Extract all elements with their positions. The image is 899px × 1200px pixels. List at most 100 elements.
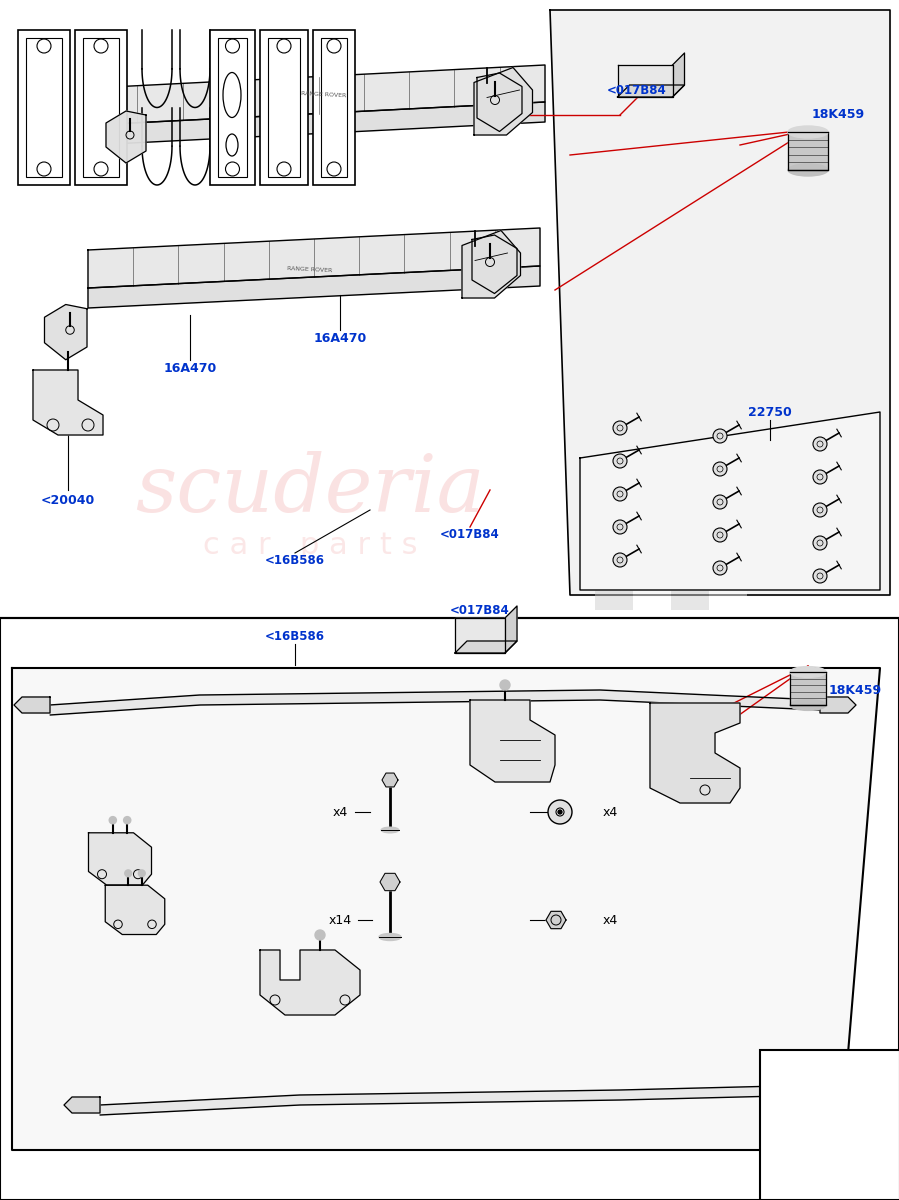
Polygon shape: [477, 73, 522, 132]
Bar: [671, 768, 709, 800]
Text: 18K459: 18K459: [812, 108, 865, 121]
Polygon shape: [472, 235, 517, 294]
Bar: [210, 30, 255, 185]
Circle shape: [713, 494, 727, 509]
Polygon shape: [44, 305, 87, 360]
Circle shape: [813, 569, 827, 583]
Polygon shape: [88, 266, 540, 308]
Circle shape: [613, 553, 627, 566]
Bar: [709, 490, 747, 520]
Bar: [26, 38, 62, 176]
Circle shape: [613, 520, 627, 534]
Circle shape: [613, 487, 627, 502]
Bar: [595, 672, 633, 704]
Bar: [218, 38, 247, 176]
Bar: [321, 38, 347, 176]
Bar: [671, 550, 709, 580]
Circle shape: [713, 528, 727, 542]
Bar: [709, 704, 747, 736]
Ellipse shape: [379, 934, 401, 941]
Polygon shape: [790, 672, 826, 704]
Polygon shape: [88, 833, 152, 886]
Circle shape: [138, 870, 146, 877]
Polygon shape: [260, 950, 360, 1015]
Text: 22750: 22750: [748, 406, 792, 419]
Polygon shape: [92, 65, 545, 125]
Polygon shape: [470, 700, 555, 782]
Bar: [0, 618, 899, 1200]
Bar: [671, 460, 709, 490]
Polygon shape: [33, 370, 103, 434]
Text: <017B84: <017B84: [450, 604, 510, 617]
Text: x4: x4: [333, 805, 348, 818]
Polygon shape: [92, 102, 545, 145]
Polygon shape: [100, 1085, 820, 1115]
Bar: [595, 460, 633, 490]
Circle shape: [813, 503, 827, 517]
Bar: [709, 768, 747, 800]
Circle shape: [556, 808, 564, 816]
Bar: [595, 704, 633, 736]
Polygon shape: [64, 1097, 100, 1114]
Bar: [709, 520, 747, 550]
Ellipse shape: [790, 667, 826, 677]
Bar: [595, 736, 633, 768]
Text: 18K459: 18K459: [829, 684, 882, 696]
Polygon shape: [474, 67, 532, 134]
Polygon shape: [505, 606, 517, 653]
Text: x14: x14: [328, 913, 352, 926]
Polygon shape: [546, 911, 566, 929]
Polygon shape: [106, 110, 146, 163]
Polygon shape: [788, 132, 828, 170]
Bar: [633, 672, 671, 704]
Circle shape: [125, 870, 131, 877]
Bar: [671, 520, 709, 550]
Bar: [671, 490, 709, 520]
Circle shape: [315, 930, 325, 940]
Bar: [633, 768, 671, 800]
Circle shape: [548, 800, 572, 824]
Bar: [633, 490, 671, 520]
Text: RANGE ROVER: RANGE ROVER: [288, 266, 333, 274]
Polygon shape: [49, 690, 820, 715]
Polygon shape: [12, 668, 880, 1150]
Bar: [313, 30, 355, 185]
Ellipse shape: [788, 126, 828, 138]
Bar: [633, 580, 671, 610]
Bar: [18, 30, 70, 185]
Circle shape: [613, 454, 627, 468]
Bar: [633, 460, 671, 490]
Bar: [595, 640, 633, 672]
Circle shape: [713, 462, 727, 476]
Bar: [709, 580, 747, 610]
Polygon shape: [88, 228, 540, 288]
Bar: [709, 550, 747, 580]
Polygon shape: [382, 773, 398, 787]
Bar: [760, 1050, 899, 1200]
Bar: [671, 580, 709, 610]
Bar: [633, 520, 671, 550]
Bar: [595, 550, 633, 580]
Circle shape: [713, 560, 727, 575]
Bar: [595, 490, 633, 520]
Text: <017B84: <017B84: [607, 84, 667, 96]
Text: 16A470: 16A470: [314, 331, 367, 344]
Text: <017B84: <017B84: [441, 528, 500, 541]
Bar: [633, 640, 671, 672]
Bar: [671, 640, 709, 672]
Text: x4: x4: [602, 805, 618, 818]
Bar: [709, 460, 747, 490]
Circle shape: [713, 428, 727, 443]
Bar: [75, 30, 127, 185]
Bar: [633, 550, 671, 580]
Bar: [709, 672, 747, 704]
Text: <20040: <20040: [40, 493, 95, 506]
Text: x4: x4: [602, 913, 618, 926]
Polygon shape: [618, 65, 672, 97]
Text: <16B586: <16B586: [265, 553, 325, 566]
Text: RANGE ROVER: RANGE ROVER: [301, 91, 346, 98]
Bar: [633, 704, 671, 736]
Bar: [595, 768, 633, 800]
Circle shape: [813, 470, 827, 484]
Polygon shape: [650, 703, 740, 803]
